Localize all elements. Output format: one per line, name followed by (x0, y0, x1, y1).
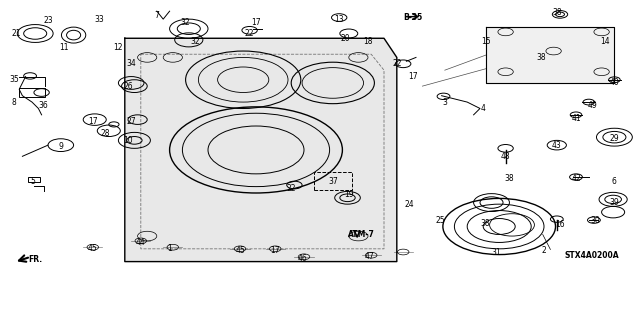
Text: 42: 42 (571, 174, 581, 183)
Text: 22: 22 (392, 59, 401, 68)
Text: 4: 4 (481, 104, 486, 113)
Text: 17: 17 (408, 72, 418, 81)
Text: 28: 28 (101, 130, 110, 138)
Text: 38: 38 (552, 8, 562, 17)
Text: 22: 22 (245, 29, 254, 38)
Text: 17: 17 (251, 18, 261, 27)
Text: 3: 3 (442, 98, 447, 107)
Text: 44: 44 (136, 238, 146, 247)
Text: 41: 41 (571, 114, 581, 122)
Polygon shape (125, 38, 397, 262)
Text: 6: 6 (612, 177, 617, 186)
Text: 31: 31 (491, 248, 501, 256)
Text: 5: 5 (31, 177, 36, 186)
Text: 36: 36 (38, 101, 49, 110)
Text: 16: 16 (555, 220, 565, 229)
Bar (19, 88, 45, 97)
Bar (314, 172, 352, 190)
Text: 49: 49 (587, 101, 597, 110)
Text: 46: 46 (297, 254, 307, 263)
Text: 15: 15 (481, 37, 492, 46)
Text: 23: 23 (43, 16, 53, 25)
Text: 25: 25 (435, 216, 445, 225)
Text: 22: 22 (287, 184, 296, 193)
Text: 38: 38 (480, 219, 490, 228)
Text: 35: 35 (9, 75, 19, 84)
Text: 47: 47 (365, 252, 375, 261)
Polygon shape (486, 27, 614, 83)
Text: 24: 24 (404, 200, 415, 209)
Text: 26: 26 (123, 82, 133, 91)
Text: 7: 7 (154, 11, 159, 20)
Text: 33: 33 (94, 15, 104, 24)
Text: 11: 11 (60, 43, 68, 52)
Text: 18: 18 (364, 37, 372, 46)
Text: 21: 21 (12, 29, 20, 38)
Text: 19: 19 (344, 190, 354, 199)
Text: 38: 38 (504, 174, 514, 183)
Text: ATM-7: ATM-7 (348, 230, 375, 239)
Text: 8: 8 (12, 98, 17, 107)
Text: 9: 9 (58, 142, 63, 151)
Text: 12: 12 (114, 43, 123, 52)
Text: 2: 2 (541, 246, 547, 255)
Text: 17: 17 (270, 246, 280, 255)
Text: 1: 1 (167, 244, 172, 253)
Text: 32: 32 (190, 37, 200, 46)
Text: STX4A0200A: STX4A0200A (564, 251, 620, 260)
Text: 10: 10 (123, 136, 133, 145)
Text: FR.: FR. (28, 256, 42, 264)
Text: 30: 30 (590, 216, 600, 225)
Text: 43: 43 (552, 141, 562, 150)
Text: 37: 37 (328, 177, 338, 186)
Text: 13: 13 (334, 15, 344, 24)
Text: 17: 17 (88, 117, 98, 126)
Text: 32: 32 (180, 18, 191, 27)
Text: 29: 29 (609, 134, 620, 143)
Text: 38: 38 (536, 53, 546, 62)
Text: 39: 39 (609, 198, 620, 207)
Text: 14: 14 (600, 37, 610, 46)
Bar (28, 177, 40, 182)
Text: 48: 48 (500, 152, 511, 161)
Text: 27: 27 (126, 117, 136, 126)
Text: 34: 34 (126, 59, 136, 68)
Text: 45: 45 (88, 244, 98, 253)
Text: 20: 20 (340, 34, 351, 43)
Text: 45: 45 (235, 246, 245, 255)
Text: B-35: B-35 (403, 13, 422, 22)
Text: 40: 40 (609, 78, 620, 87)
